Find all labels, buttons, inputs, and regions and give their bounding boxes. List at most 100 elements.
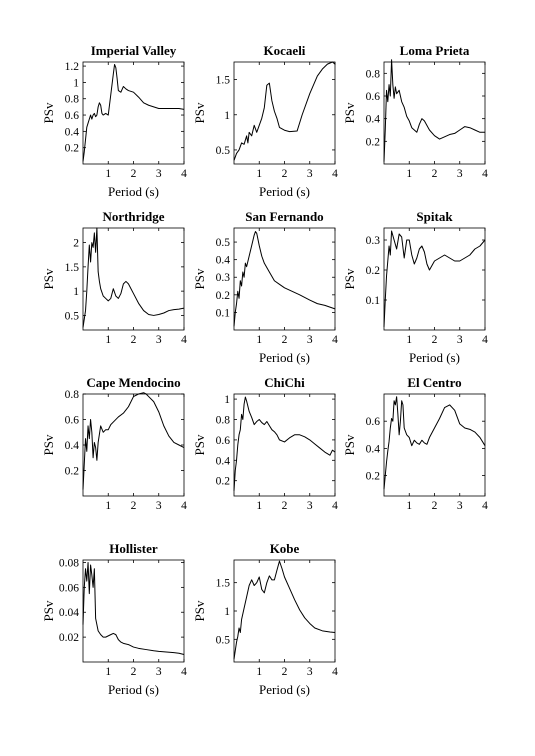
x-tick-label: 1 [256, 666, 262, 678]
y-tick-label: 1 [224, 110, 230, 122]
x-tick-label: 2 [131, 666, 137, 678]
x-axis-label: Period (s) [259, 350, 310, 365]
y-tick-label: 1.2 [65, 61, 80, 73]
y-tick-label: 2 [73, 238, 79, 250]
x-axis-label: Period (s) [409, 350, 460, 365]
y-tick-label: 0.4 [366, 114, 381, 126]
x-axis-label: Period (s) [108, 682, 159, 697]
x-tick-label: 2 [131, 500, 137, 512]
subplot-title: El Centro [407, 375, 461, 390]
x-tick-label: 4 [332, 666, 338, 678]
y-tick-label: 0.02 [59, 632, 79, 644]
y-tick-label: 0.2 [366, 471, 381, 483]
x-tick-label: 1 [105, 666, 111, 678]
x-tick-label: 2 [432, 500, 438, 512]
x-axis-label: Period (s) [259, 184, 310, 199]
subplot-title: Imperial Valley [91, 43, 177, 58]
y-tick-label: 0.06 [59, 582, 79, 594]
series-line [383, 230, 486, 328]
subplot-chichi: ChiChi 1 2 3 4 0.2 0.4 0.6 0.8 1 PSv [192, 375, 338, 512]
y-tick-label: 0.1 [216, 307, 231, 319]
x-tick-label: 1 [105, 500, 111, 512]
subplot-title: ChiChi [264, 375, 305, 390]
y-tick-label: 0.8 [216, 415, 231, 427]
series-line [233, 560, 336, 660]
y-axis-label: PSv [41, 102, 56, 123]
series-line [383, 59, 485, 162]
x-tick-label: 2 [131, 168, 137, 180]
y-tick-label: 0.4 [216, 455, 231, 467]
x-tick-label: 4 [332, 168, 338, 180]
series-line [82, 561, 185, 656]
y-axis-label: PSv [192, 102, 207, 123]
axes-box [383, 61, 486, 165]
axes-box [82, 61, 185, 165]
x-tick-label: 1 [105, 334, 111, 346]
subplot-northridge: Northridge 1 2 3 4 0.5 1 1.5 2 PSv [41, 209, 187, 346]
x-tick-label: 4 [482, 334, 488, 346]
series-line [82, 392, 185, 490]
series-line [233, 61, 336, 161]
y-tick-label: 0.6 [65, 110, 80, 122]
subplot-loma-prieta: Loma Prieta 1 2 3 4 0.2 0.4 0.6 0.8 PSv [342, 43, 488, 180]
subplot-san-fernando: San Fernando 1 2 3 4 0.1 0.2 0.3 0.4 0.5 Period (s… [192, 209, 338, 365]
series-line [82, 63, 185, 162]
y-tick-label: 0.1 [366, 295, 381, 307]
y-tick-label: 0.5 [216, 237, 231, 249]
x-tick-label: 4 [181, 666, 187, 678]
x-tick-label: 4 [332, 334, 338, 346]
x-tick-label: 3 [307, 168, 313, 180]
y-tick-label: 1 [73, 77, 79, 89]
series-line [233, 396, 336, 491]
y-tick-label: 0.3 [216, 272, 231, 284]
x-tick-label: 1 [256, 168, 262, 180]
subplot-title: Northridge [102, 209, 164, 224]
y-axis-label: PSv [342, 434, 357, 455]
y-tick-label: 0.2 [216, 290, 231, 302]
subplot-kocaeli: Kocaeli 1 2 3 4 0.5 1 1.5 Period (s) PSv [192, 43, 338, 199]
y-tick-label: 0.2 [65, 143, 80, 155]
x-tick-label: 2 [282, 500, 288, 512]
x-tick-label: 3 [457, 334, 463, 346]
y-tick-label: 0.4 [216, 255, 231, 267]
x-tick-label: 2 [131, 334, 137, 346]
axes-box [233, 61, 336, 165]
subplot-hollister: Hollister 1 2 3 4 0.02 0.04 0.06 0.08 Period (s) P… [41, 541, 187, 697]
axes-box [233, 227, 336, 331]
x-tick-label: 1 [256, 500, 262, 512]
y-tick-label: 1.5 [216, 578, 231, 590]
subplot-title: Loma Prieta [400, 43, 470, 58]
y-tick-label: 0.2 [216, 476, 231, 488]
y-tick-label: 0.08 [59, 557, 79, 569]
y-tick-label: 0.3 [366, 235, 381, 247]
y-tick-label: 0.6 [216, 435, 231, 447]
y-tick-label: 0.2 [366, 265, 381, 277]
y-tick-label: 1.5 [216, 75, 231, 87]
x-tick-label: 3 [156, 168, 162, 180]
x-tick-label: 2 [282, 666, 288, 678]
y-tick-label: 0.4 [366, 443, 381, 455]
subplot-imperial-valley: Imperial Valley 1 2 3 4 0.2 0.4 0.6 0.8 1 1.2 Perio… [41, 43, 187, 199]
y-axis-label: PSv [342, 102, 357, 123]
x-tick-label: 2 [432, 168, 438, 180]
series-line [383, 396, 486, 490]
x-tick-label: 2 [432, 334, 438, 346]
y-tick-label: 1 [73, 286, 79, 298]
y-tick-label: 0.04 [59, 607, 79, 619]
y-tick-label: 0.8 [65, 389, 80, 401]
x-tick-label: 3 [457, 168, 463, 180]
x-tick-label: 3 [156, 500, 162, 512]
subplot-cape-mendocino: Cape Mendocino 1 2 3 4 0.2 0.4 0.6 0.8 PSv [41, 375, 187, 512]
subplot-spitak: Spitak 1 2 3 4 0.1 0.2 0.3 Period (s) PSv [342, 209, 488, 365]
y-axis-label: PSv [192, 434, 207, 455]
subplot-title: Cape Mendocino [86, 375, 180, 390]
x-tick-label: 3 [156, 666, 162, 678]
y-tick-label: 0.6 [366, 91, 381, 103]
axes-box [383, 227, 486, 331]
subplot-title: Kocaeli [264, 43, 306, 58]
x-tick-label: 1 [406, 168, 412, 180]
y-tick-label: 0.2 [366, 136, 381, 148]
y-tick-label: 0.6 [366, 416, 381, 428]
subplot-title: Kobe [270, 541, 300, 556]
